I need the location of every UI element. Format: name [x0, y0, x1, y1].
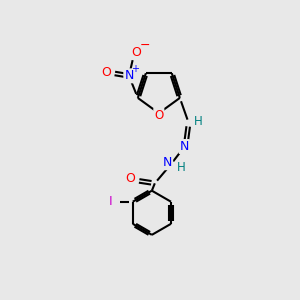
- Text: N: N: [163, 156, 172, 169]
- Text: +: +: [131, 64, 140, 74]
- Text: I: I: [109, 195, 112, 208]
- Text: O: O: [101, 66, 111, 80]
- Text: N: N: [124, 69, 134, 82]
- Text: H: H: [177, 161, 186, 174]
- Text: H: H: [194, 115, 203, 128]
- Text: O: O: [154, 109, 164, 122]
- Text: −: −: [140, 39, 150, 52]
- Text: O: O: [131, 46, 141, 59]
- Text: N: N: [180, 140, 189, 153]
- Text: O: O: [125, 172, 135, 185]
